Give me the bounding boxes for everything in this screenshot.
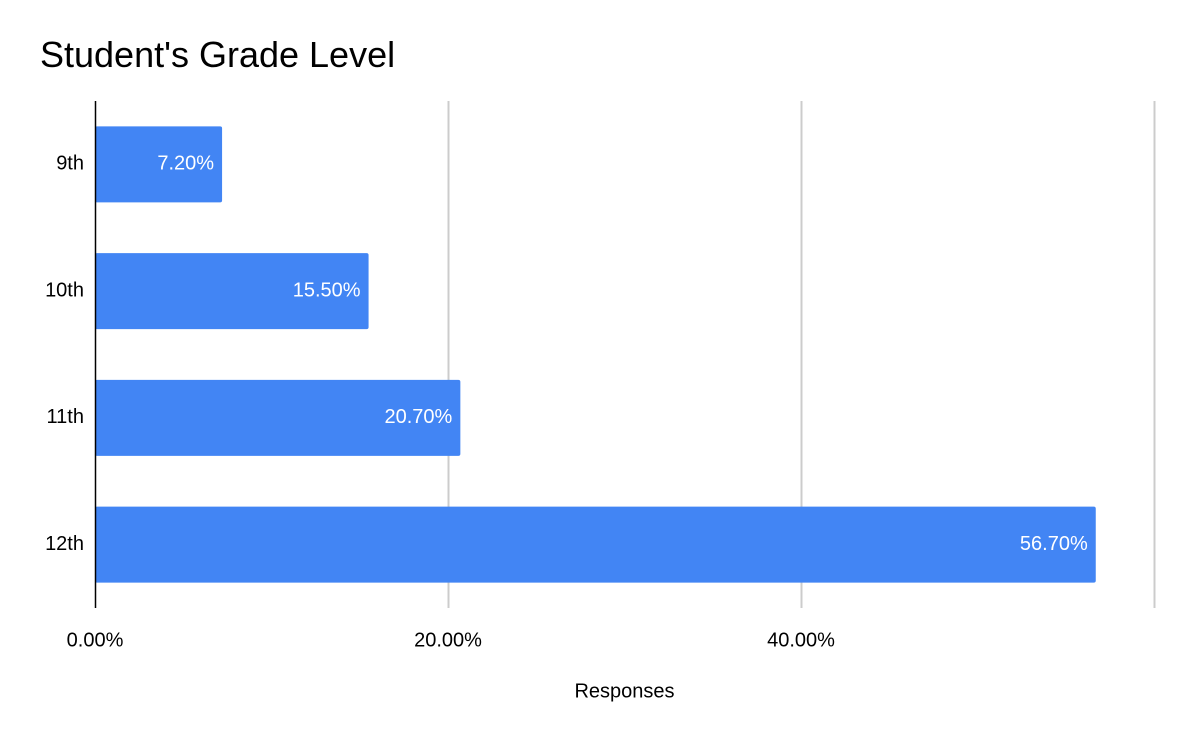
bar-11th bbox=[95, 379, 461, 456]
data-label-9th: 7.20% bbox=[157, 153, 214, 175]
x-tick-label-0: 0.00% bbox=[67, 629, 124, 651]
bar-10th bbox=[95, 253, 369, 330]
bar-9th bbox=[95, 126, 223, 203]
data-label-10th: 15.50% bbox=[293, 279, 361, 301]
data-label-12th: 56.70% bbox=[1020, 533, 1088, 555]
category-label-9th: 9th bbox=[56, 153, 84, 175]
x-axis-title: Responses bbox=[574, 680, 674, 702]
category-label-10th: 10th bbox=[45, 279, 84, 301]
category-label-11th: 11th bbox=[47, 406, 84, 428]
bar-12th bbox=[95, 506, 1096, 583]
x-tick-label-1: 20.00% bbox=[414, 629, 482, 651]
x-tick-label-2: 40.00% bbox=[767, 629, 835, 651]
chart-title: Student's Grade Level bbox=[40, 34, 396, 75]
data-label-11th: 20.70% bbox=[385, 406, 453, 428]
category-label-12th: 12th bbox=[45, 533, 84, 555]
